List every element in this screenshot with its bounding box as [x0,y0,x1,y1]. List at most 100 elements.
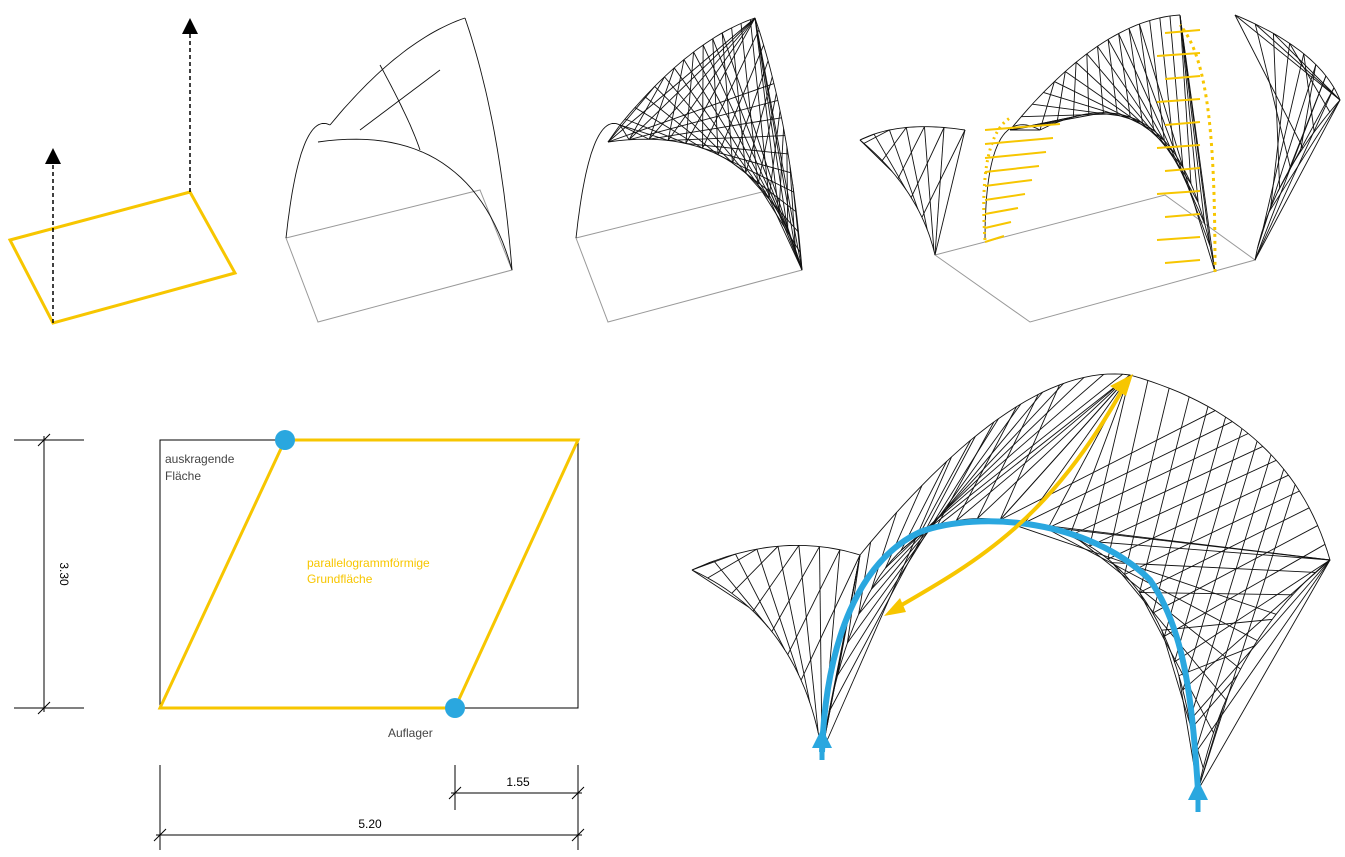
mesh-line [1107,380,1149,560]
mesh-line [786,146,789,231]
parallelogram [157,438,581,710]
force-vector [1164,259,1201,264]
mesh-line [771,546,820,632]
mesh-line [691,544,861,571]
mesh-line [885,377,1085,569]
mesh-line [1079,540,1331,561]
label: Auflager [388,726,433,740]
mesh-line [628,76,665,140]
base-outline [7,190,238,325]
mesh-line [1287,75,1327,173]
dimension-label: 5.20 [358,817,382,831]
mesh-line [464,17,513,271]
force-vector [1164,213,1201,218]
mesh-line [717,154,794,193]
mesh-line [885,485,923,569]
mesh-line [1178,24,1217,273]
mesh-line [619,17,756,126]
mesh-line [1021,113,1118,118]
mesh-line [329,17,466,126]
mesh-line [768,198,803,271]
mesh-line [691,553,736,571]
mesh-line [976,394,1039,519]
mesh-line [648,17,756,140]
mesh-line [955,374,1131,522]
mesh-line [1289,43,1331,113]
mesh-line [984,151,1047,159]
mesh-line [1234,14,1341,101]
mesh-line [859,126,966,141]
mesh-line [1179,14,1216,273]
mesh-line [897,126,925,179]
mesh-line [900,374,1104,551]
mesh-line [921,129,966,218]
mesh-line [1257,64,1317,249]
mesh-line [285,189,513,323]
mesh-line [702,29,760,149]
dimension-label: 3.30 [57,562,71,586]
mesh-line [1069,374,1131,536]
mesh-line [628,17,756,141]
mesh-line [285,122,331,239]
mesh-line [982,116,1011,241]
mesh-line [910,127,945,198]
mesh-line [667,59,685,141]
mesh-line [1107,474,1289,560]
mesh-line [575,189,803,323]
support-point [275,430,295,450]
mesh-line [917,440,972,538]
mesh-line [1189,559,1331,722]
mesh-line [795,249,803,271]
mesh-line [955,406,1017,522]
mesh-line [1270,43,1291,209]
mesh-line [863,129,890,144]
label: Grundfläche [307,572,373,586]
mesh-line [749,19,770,199]
force-vector [1164,75,1201,80]
mesh-line [984,165,1040,173]
mesh-line [1169,15,1184,168]
mesh-line [702,147,792,174]
mesh-line [667,17,756,141]
mesh-line [1197,559,1331,791]
mesh-line [619,124,669,141]
force-vector [1156,52,1201,57]
mesh-line [702,44,789,231]
mesh-line [607,86,656,143]
mesh-line [379,64,421,151]
mesh-line [754,17,803,271]
mesh-line [999,410,1216,521]
force-vector [1164,121,1201,126]
mesh-line [881,127,907,161]
mesh-line [905,127,928,230]
mesh-line [984,179,1033,187]
dimension-label: 1.55 [506,775,530,789]
mesh-line [873,133,907,191]
force-vector [1156,144,1201,149]
mesh-line [1182,440,1258,691]
mesh-line [1128,28,1211,247]
mesh-line [740,23,759,185]
mesh-line [607,138,803,271]
mesh-line [1138,24,1155,131]
mesh-line [1152,525,1318,614]
mesh-line [984,193,1026,201]
mesh-line [1303,53,1315,133]
mesh-line [984,221,1012,229]
mesh-line [1079,540,1241,670]
mesh-line [731,27,747,174]
mesh-line [754,17,780,214]
mesh-line [984,235,1005,243]
force-vector [1156,190,1201,195]
mesh-line [999,384,1060,521]
mesh-line [1047,433,1249,529]
label: auskragende [165,452,235,466]
mesh-line [1161,618,1273,631]
mesh-line [731,545,779,594]
mesh-line [702,45,704,149]
overlays [812,374,1208,812]
mesh-line [1139,592,1293,596]
mesh-line [1254,23,1341,101]
mesh-line [1139,396,1190,593]
mesh-line [754,17,803,271]
